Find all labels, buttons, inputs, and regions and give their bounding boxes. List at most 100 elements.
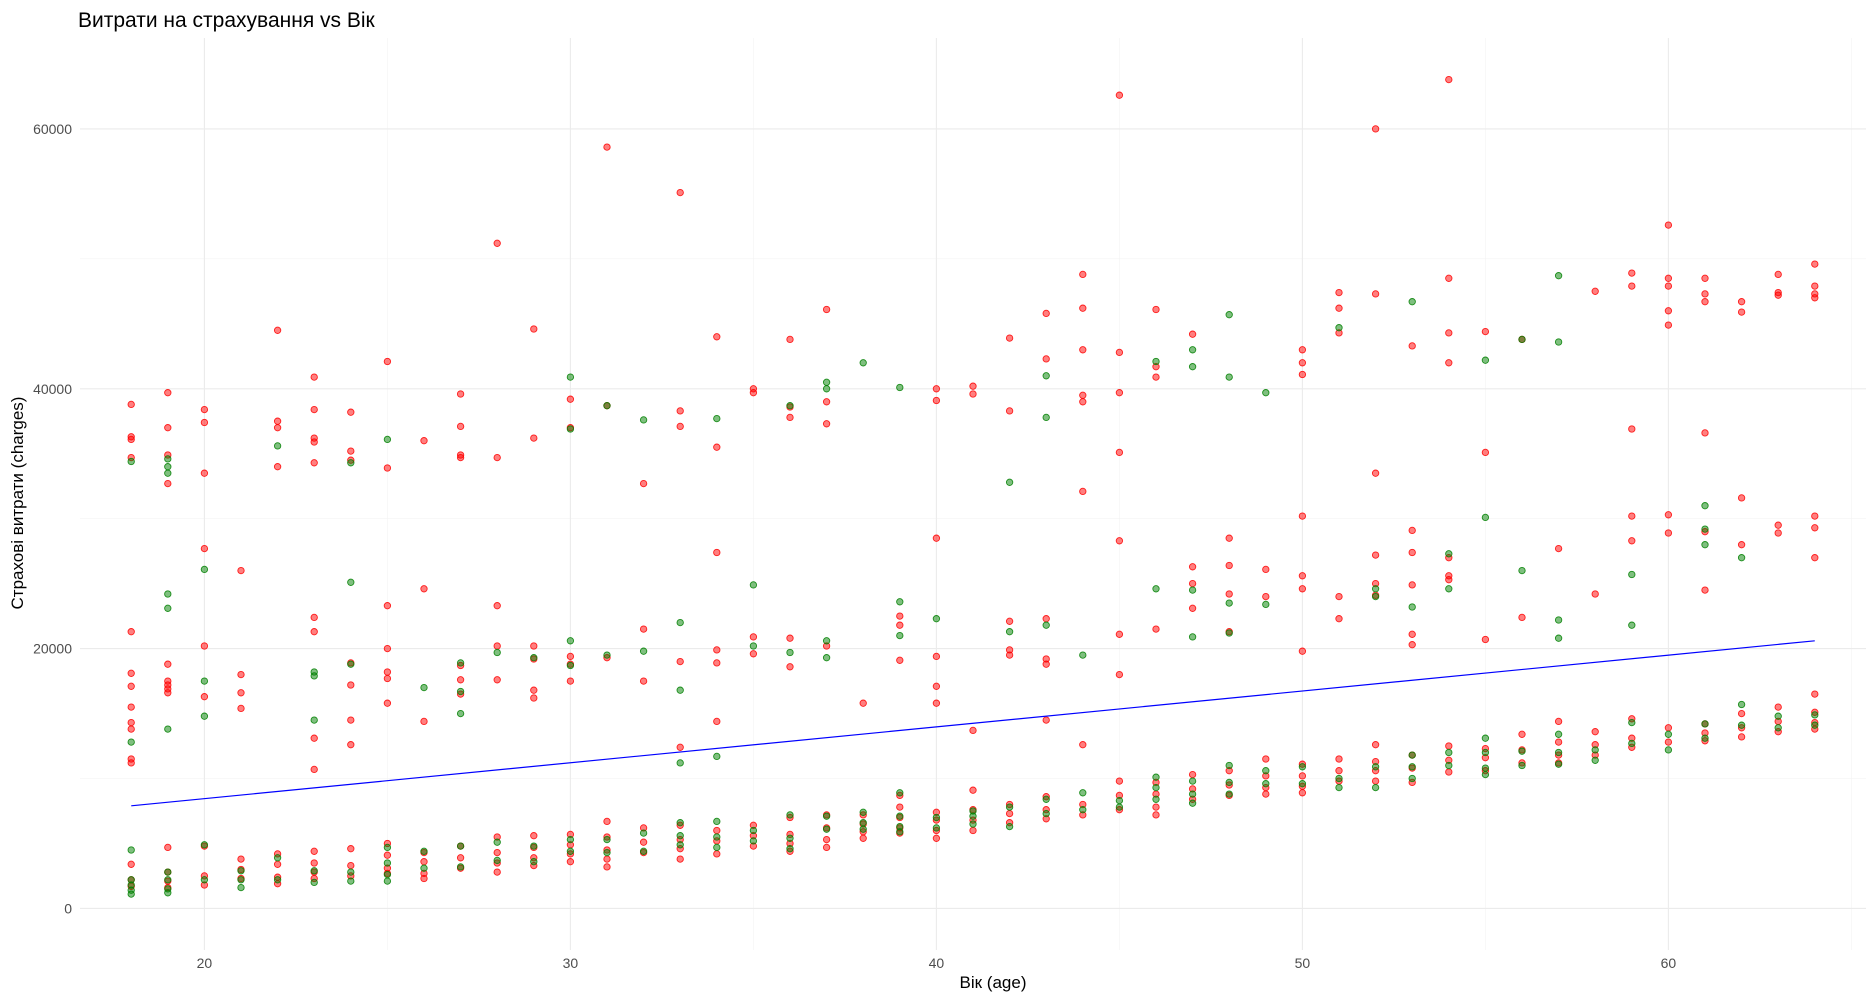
data-point-green bbox=[310, 878, 318, 887]
data-point-red bbox=[1445, 329, 1453, 337]
data-point-red bbox=[969, 826, 977, 835]
data-point-red bbox=[347, 681, 355, 689]
data-point-green bbox=[1188, 363, 1197, 371]
data-point-red bbox=[896, 612, 904, 620]
data-point-green bbox=[164, 725, 172, 733]
data-point-red bbox=[1518, 730, 1526, 738]
data-point-green bbox=[639, 416, 648, 424]
data-point-green bbox=[603, 402, 611, 410]
data-point-red bbox=[1225, 590, 1233, 598]
data-point-red bbox=[603, 863, 611, 871]
tick-labels: 20 30 40 50 60 0 20000 40000 60000 bbox=[33, 121, 1676, 971]
data-point-red bbox=[1774, 529, 1782, 537]
data-point-red bbox=[1737, 733, 1746, 741]
data-point-green bbox=[1408, 603, 1416, 611]
data-point-red bbox=[127, 669, 135, 677]
data-point-red bbox=[603, 817, 611, 826]
data-point-red bbox=[1298, 370, 1307, 379]
data-point-red bbox=[1701, 274, 1709, 282]
data-point-red bbox=[639, 677, 648, 685]
data-point-red bbox=[969, 786, 977, 794]
data-point-red bbox=[676, 407, 684, 415]
data-point-green bbox=[969, 820, 977, 828]
data-point-red bbox=[1079, 270, 1087, 279]
data-point-red bbox=[969, 726, 977, 735]
data-point-red bbox=[1152, 811, 1160, 819]
data-point-green bbox=[273, 876, 282, 884]
data-point-red bbox=[127, 682, 135, 690]
data-point-red bbox=[1115, 670, 1124, 679]
data-point-red bbox=[310, 859, 318, 867]
data-point-red bbox=[1701, 298, 1709, 306]
data-point-red bbox=[1591, 590, 1599, 598]
data-point-green bbox=[566, 661, 575, 670]
data-point-green bbox=[1408, 298, 1416, 306]
data-point-red bbox=[822, 835, 831, 844]
data-point-green bbox=[1701, 734, 1709, 742]
data-point-green bbox=[1188, 346, 1197, 354]
data-point-red bbox=[493, 239, 501, 247]
data-point-green bbox=[603, 651, 611, 659]
data-point-red bbox=[1664, 738, 1673, 746]
data-point-green bbox=[749, 826, 758, 835]
data-point-green bbox=[127, 457, 135, 466]
data-point-red bbox=[566, 395, 575, 403]
data-point-red bbox=[164, 843, 172, 852]
data-point-green bbox=[347, 459, 355, 467]
data-point-red bbox=[822, 843, 831, 852]
data-point-red bbox=[310, 847, 318, 855]
data-point-red bbox=[749, 389, 758, 397]
data-point-green bbox=[1701, 525, 1709, 533]
data-point-red bbox=[822, 305, 831, 314]
data-point-red bbox=[383, 699, 392, 707]
data-point-red bbox=[456, 453, 465, 462]
data-point-green bbox=[932, 824, 941, 832]
data-point-red bbox=[932, 652, 941, 661]
data-point-green bbox=[1628, 621, 1636, 629]
y-axis-title: Страхові витрати (charges) bbox=[8, 397, 27, 610]
data-point-red bbox=[347, 741, 355, 749]
data-point-red bbox=[1811, 260, 1819, 268]
data-point-green bbox=[1005, 628, 1014, 636]
data-point-red bbox=[530, 694, 538, 702]
data-point-red bbox=[1371, 777, 1380, 785]
data-point-red bbox=[1811, 524, 1819, 532]
data-point-red bbox=[1115, 630, 1124, 638]
data-point-red bbox=[932, 534, 941, 542]
data-point-green bbox=[566, 835, 575, 844]
data-point-green bbox=[1152, 585, 1160, 593]
data-point-green bbox=[383, 843, 392, 852]
data-point-red bbox=[749, 650, 758, 658]
data-point-red bbox=[456, 854, 465, 862]
data-point-green bbox=[1298, 780, 1307, 788]
data-point-red bbox=[639, 479, 648, 488]
data-point-green bbox=[420, 847, 428, 855]
data-point-green bbox=[1188, 586, 1197, 594]
data-point-green bbox=[1042, 621, 1050, 629]
y-tick-label: 60000 bbox=[33, 121, 72, 137]
data-point-green bbox=[676, 618, 684, 627]
data-point-red bbox=[1335, 767, 1343, 775]
data-point-red bbox=[493, 868, 501, 876]
data-point-red bbox=[1408, 581, 1416, 589]
x-axis-title: Вік (age) bbox=[960, 973, 1027, 992]
data-point-green bbox=[1188, 777, 1197, 785]
data-point-green bbox=[1554, 634, 1563, 642]
data-point-green bbox=[1481, 764, 1490, 772]
data-point-red bbox=[1811, 294, 1819, 302]
data-point-red bbox=[1188, 579, 1197, 588]
data-point-green bbox=[1445, 748, 1453, 757]
data-point-green bbox=[822, 385, 831, 393]
data-point-red bbox=[420, 717, 428, 726]
data-point-red bbox=[127, 400, 135, 409]
data-point-red bbox=[786, 335, 794, 344]
data-point-green bbox=[237, 876, 245, 884]
data-point-red bbox=[1115, 448, 1124, 457]
data-point-green bbox=[1628, 570, 1636, 579]
data-point-red bbox=[273, 860, 282, 868]
data-point-red bbox=[603, 143, 611, 151]
data-point-red bbox=[237, 566, 245, 575]
data-point-red bbox=[1701, 429, 1709, 437]
data-point-red bbox=[383, 851, 392, 859]
data-point-red bbox=[1079, 391, 1087, 399]
